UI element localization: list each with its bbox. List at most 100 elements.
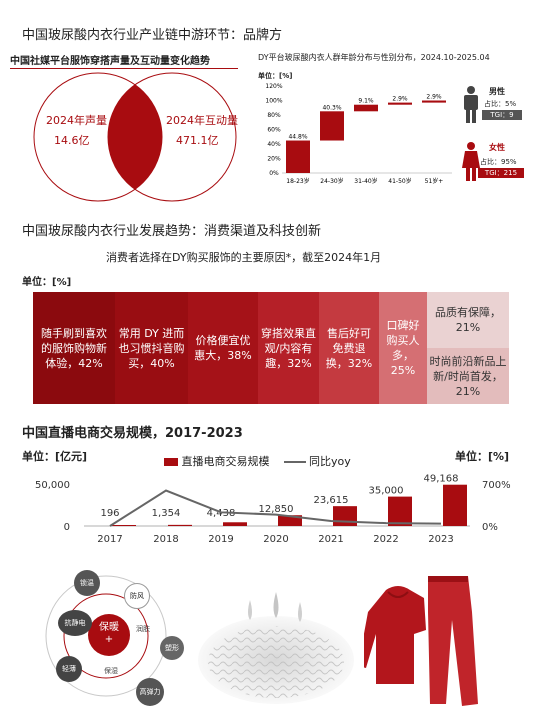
water-drop-icon [298, 602, 302, 622]
gmv-value-label: 35,000 [369, 486, 404, 497]
age-bar [320, 111, 344, 141]
feature-antistatic: 抗静电 [58, 610, 92, 636]
venn-diagram [33, 72, 237, 202]
gmv-ytick-left: 50,000 [35, 480, 70, 491]
legend-bar-swatch [164, 458, 178, 466]
age-bar-chart: 120% 100% 80% 60% 40% 20% 0% 44.8% 18-23岁 40.3% 24… [265, 83, 452, 185]
feature-rings [45, 575, 167, 697]
gmv-value-label: 49,168 [424, 474, 459, 485]
gmv-category-label: 2021 [318, 534, 343, 545]
age-ytick: 100% [265, 98, 282, 105]
age-bar [286, 140, 310, 173]
outer-ring [45, 575, 167, 697]
center-warmth-badge: 保暖 + [88, 614, 130, 656]
venn-title: 中国社媒平台服饰穿搭声量及互动量变化趋势 [10, 56, 210, 67]
water-drop-icon [273, 592, 279, 618]
gmv-bar [112, 525, 136, 526]
feature-high-elastic: 高弹力 [136, 678, 164, 706]
feature-moisturize-skin: 润肤 [136, 625, 150, 633]
section2-title: 中国玻尿酸内衣行业发展趋势：消费渠道及科技创新 [22, 224, 322, 239]
female-share: 占比：95% [480, 158, 517, 166]
age-bar [388, 102, 412, 105]
gmv-legend: 直播电商交易规模 同比yoy [164, 453, 351, 469]
age-value-label: 2.9% [426, 94, 442, 101]
center-plus: + [104, 634, 114, 645]
age-ytick: 40% [267, 141, 281, 148]
age-ytick: 0% [269, 170, 279, 177]
legend-line-label: 同比yoy [309, 455, 351, 468]
gmv-category-label: 2020 [263, 534, 288, 545]
age-category-label: 31-40岁 [354, 177, 377, 185]
center-label: 保暖 [99, 622, 119, 633]
age-value-label: 44.8% [288, 134, 307, 141]
section3-title: 中国直播电商交易规模，2017-2023 [22, 426, 243, 441]
legend-line-swatch [283, 461, 306, 463]
gmv-ytick-right: 700% [482, 480, 511, 491]
venn-right-label: 2024年互动量 [166, 114, 238, 127]
gmv-bar [388, 496, 412, 526]
gmv-unit-left: 单位：[亿元] [22, 450, 88, 463]
reason-8: 时尚前沿新品上新/时尚首发，21% [427, 348, 509, 404]
venn-overlap [108, 73, 162, 201]
feature-shaping: 塑形 [160, 636, 184, 660]
reason-3: 价格便宜优惠大，38% [188, 292, 258, 404]
male-icon [464, 86, 478, 123]
reason-6: 口碑好购买人多，25% [379, 292, 427, 404]
age-category-label: 41-50岁 [388, 177, 411, 185]
gmv-category-label: 2023 [428, 534, 453, 545]
venn-left-value: 14.6亿 [54, 134, 90, 147]
thermal-underwear-illustration [364, 576, 478, 706]
feature-moisture: 保湿 [104, 667, 118, 675]
gmv-category-label: 2018 [153, 534, 178, 545]
age-chart-title: DY平台玻尿酸内衣人群年龄分布与性别分布，2024.10-2025.04 [258, 53, 490, 62]
feature-lightweight: 轻薄 [56, 656, 82, 682]
age-bar [354, 104, 378, 112]
reason-2: 常用 DY 进而也习惯抖音购买，40% [115, 292, 188, 404]
female-label: 女性 [489, 143, 505, 152]
reasons-unit: 单位：[%] [22, 277, 72, 288]
age-category-label: 51岁+ [425, 177, 444, 185]
age-chart-unit: 单位：[%] [258, 72, 293, 80]
fabric-illustration [198, 592, 354, 704]
gmv-bar [278, 515, 302, 526]
gmv-ytick-right: 0% [482, 522, 498, 533]
reason-4: 穿搭效果直观/内容有趣，32% [258, 292, 319, 404]
gmv-ytick-left: 0 [64, 522, 70, 533]
age-value-label: 9.1% [358, 98, 374, 105]
gmv-bar [223, 522, 247, 526]
gmv-value-label: 196 [100, 508, 119, 519]
male-tgi: TGI：9 [482, 110, 522, 120]
age-ytick: 80% [267, 112, 281, 119]
gmv-bar [168, 524, 192, 526]
female-tgi: TGI：215 [478, 168, 524, 178]
gmv-bar [443, 484, 467, 526]
section1-title: 中国玻尿酸内衣行业产业链中游环节：品牌方 [22, 28, 283, 43]
age-ytick: 120% [265, 83, 282, 90]
legend-bar-label: 直播电商交易规模 [181, 455, 270, 468]
age-value-label: 40.3% [322, 104, 341, 111]
gmv-value-label: 4,438 [207, 508, 236, 519]
age-ytick: 20% [267, 156, 281, 163]
gmv-yoy-line [109, 489, 442, 527]
feature-windproof: 防风 [124, 583, 150, 609]
age-value-label: 2.9% [392, 96, 408, 103]
gmv-chart: 50,000 0 700% 0% 196 2017 1,354 2018 4,438 2019 12… [35, 474, 511, 545]
gmv-category-label: 2019 [208, 534, 233, 545]
gmv-category-label: 2022 [373, 534, 398, 545]
gmv-bar [333, 506, 357, 526]
reason-1: 随手刷到喜欢的服饰购物新体验，42% [33, 292, 115, 404]
feature-lock-temp: 锁温 [74, 570, 100, 596]
inner-ring [63, 593, 149, 679]
age-bar [422, 100, 446, 103]
gmv-unit-right: 单位：[%] [455, 450, 510, 463]
divider [10, 68, 238, 69]
gmv-value-label: 23,615 [314, 495, 349, 506]
male-label: 男性 [489, 87, 505, 96]
gmv-value-label: 1,354 [152, 508, 181, 519]
reasons-subtitle: 消费者选择在DY购买服饰的主要原因*，截至2024年1月 [106, 251, 382, 264]
gmv-category-label: 2017 [97, 534, 122, 545]
age-category-label: 18-23岁 [286, 177, 309, 185]
reason-5: 售后好可免费退换，32% [319, 292, 379, 404]
age-ytick: 60% [267, 127, 281, 134]
age-category-label: 24-30岁 [320, 177, 343, 185]
